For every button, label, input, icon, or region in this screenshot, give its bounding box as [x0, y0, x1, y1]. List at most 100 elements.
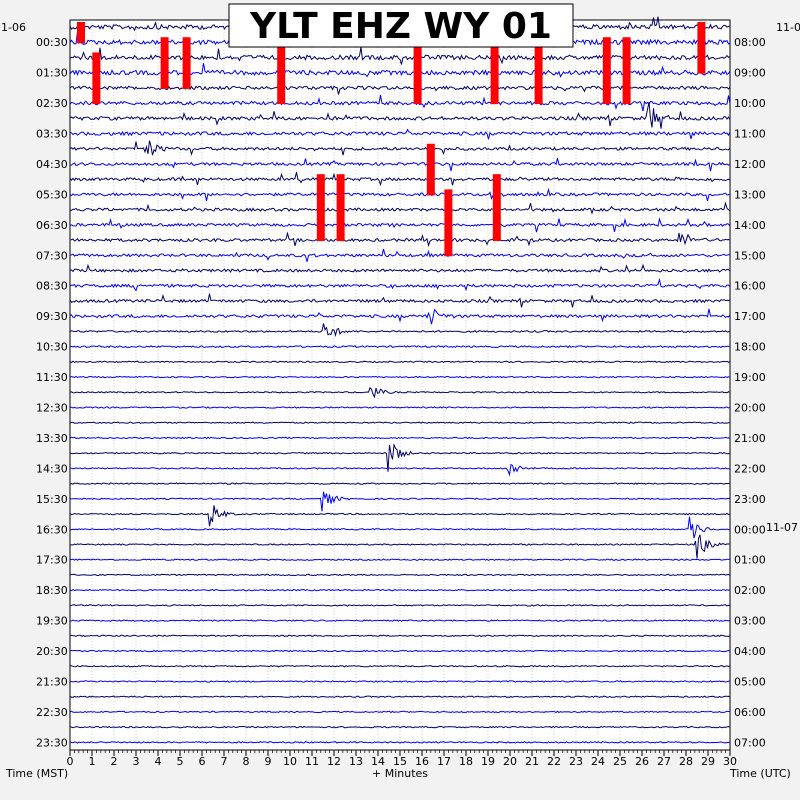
clipped-event-bar	[534, 22, 543, 105]
x-tick-label: 6	[199, 755, 206, 768]
x-tick-label: 18	[459, 755, 473, 768]
right-date-next-label: 11-07	[766, 521, 798, 534]
trace-line	[69, 47, 731, 65]
trace-line	[69, 263, 731, 273]
clipped-event-bar	[77, 22, 85, 44]
trace-line	[69, 102, 731, 129]
left-time-label: 19:30	[36, 615, 68, 628]
trace-line	[70, 534, 731, 559]
title-box	[228, 3, 574, 48]
clipped-event-bar	[182, 37, 191, 89]
x-tick-label: 0	[67, 755, 74, 768]
clipped-event-bar	[622, 37, 631, 105]
left-time-label: 07:30	[36, 249, 68, 262]
right-time-label: 03:00	[734, 615, 766, 628]
x-tick-label: 5	[177, 755, 184, 768]
trace-line	[69, 406, 731, 409]
right-time-label: 22:00	[734, 462, 766, 475]
trace-line	[69, 140, 731, 156]
left-time-label: 12:30	[36, 402, 68, 415]
left-date-label: 11-06	[0, 21, 26, 34]
trace-line	[69, 588, 731, 592]
x-tick-label: 23	[569, 755, 583, 768]
clipped-event-bar	[277, 37, 286, 105]
trace-line	[69, 634, 731, 638]
right-time-axis: 08:00 09:00 10:00 11:00 12:00 13:00 14:00 15:00…	[734, 36, 766, 749]
trace-line	[69, 231, 731, 248]
left-axis-title: Time (MST)	[5, 767, 68, 780]
trace-line	[70, 573, 731, 577]
trace-line	[69, 187, 731, 202]
trace-line	[69, 482, 731, 485]
left-time-label: 04:30	[36, 158, 68, 171]
clipped-event-bar	[336, 174, 345, 242]
trace-line	[69, 386, 731, 399]
clipped-event-bar	[490, 37, 499, 105]
x-tick-label: 8	[243, 755, 250, 768]
right-time-label: 01:00	[734, 554, 766, 567]
trace-line	[69, 277, 731, 292]
trace-line	[69, 421, 731, 424]
clipped-event-bar	[92, 52, 101, 105]
right-time-label: 20:00	[734, 402, 766, 415]
right-time-label: 21:00	[734, 432, 766, 445]
trace-line	[69, 649, 731, 653]
x-axis: 0 1 2 3 4 5 6 7 8 9 10 11 12 13 14 15 16 17 18 19 20 21 22 23 24…	[67, 750, 737, 768]
trace-line	[69, 665, 731, 668]
left-time-label: 02:30	[36, 97, 68, 110]
right-time-label: 15:00	[734, 249, 766, 262]
x-tick-label: 12	[327, 755, 341, 768]
right-time-label: 00:00	[734, 523, 766, 536]
trace-line	[69, 375, 731, 379]
trace-line	[69, 443, 731, 472]
left-time-label: 11:30	[36, 371, 68, 384]
x-tick-label: 3	[133, 755, 140, 768]
x-tick-label: 19	[481, 755, 495, 768]
left-time-label: 00:30	[36, 36, 68, 49]
right-time-label: 18:00	[734, 341, 766, 354]
plot-area	[69, 19, 731, 751]
right-time-label: 16:00	[734, 280, 766, 293]
trace-line	[69, 680, 730, 683]
left-time-label: 15:30	[36, 493, 68, 506]
trace-line	[69, 63, 731, 78]
x-tick-label: 15	[393, 755, 407, 768]
right-time-label: 09:00	[734, 67, 766, 80]
left-time-label: 21:30	[36, 675, 68, 688]
right-time-label: 06:00	[734, 706, 766, 719]
clipped-event-bar	[413, 37, 422, 105]
x-tick-label: 7	[221, 755, 228, 768]
clipped-event-bar	[602, 37, 611, 105]
clipped-event-bar	[426, 143, 435, 196]
x-tick-label: 25	[613, 755, 627, 768]
clipped-event-bar	[316, 174, 325, 242]
right-time-label: 04:00	[734, 645, 766, 658]
x-tick-label: 21	[525, 755, 539, 768]
trace-line	[69, 94, 731, 112]
trace-line	[69, 491, 731, 512]
trace-line	[69, 619, 731, 622]
right-time-label: 07:00	[734, 736, 766, 749]
trace-line	[69, 516, 731, 539]
trace-line	[69, 293, 731, 308]
right-date-label: 11-0	[776, 21, 800, 34]
right-time-label: 10:00	[734, 97, 766, 110]
seismic-traces	[69, 16, 731, 744]
clipped-event-bar	[160, 37, 169, 89]
x-tick-label: 29	[701, 755, 715, 768]
x-tick-label: 9	[265, 755, 272, 768]
trace-line	[69, 172, 731, 187]
clipped-event-bar	[492, 174, 501, 242]
trace-line	[69, 695, 731, 698]
chart-title: YLT EHZ WY 01	[249, 6, 552, 47]
clipped-event-bar	[697, 22, 706, 74]
right-time-label: 17:00	[734, 310, 766, 323]
right-time-label: 19:00	[734, 371, 766, 384]
trace-line	[69, 725, 731, 729]
left-time-label: 05:30	[36, 188, 68, 201]
x-tick-label: 22	[547, 755, 561, 768]
right-axis-title: Time (UTC)	[729, 767, 791, 780]
left-time-label: 13:30	[36, 432, 68, 445]
trace-line	[70, 201, 731, 215]
x-tick-label: 30	[723, 755, 737, 768]
